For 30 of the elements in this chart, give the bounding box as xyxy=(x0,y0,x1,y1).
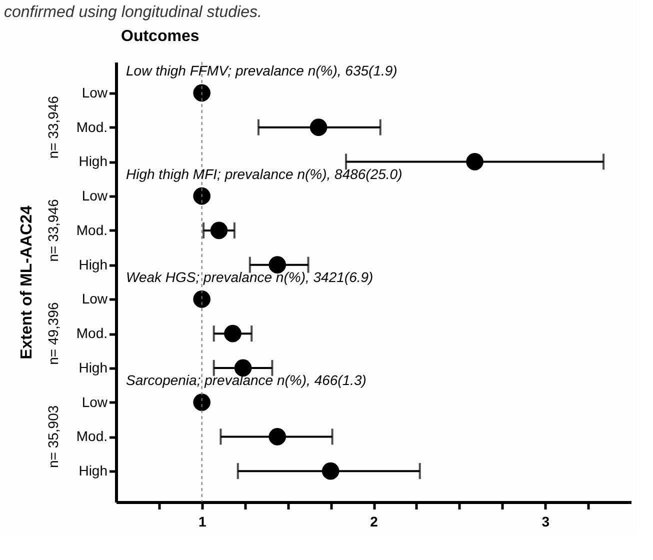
y-tick-label: Low xyxy=(82,188,108,204)
y-axis-title: Extent of ML-AAC24 xyxy=(18,206,36,360)
y-tick-label: Mod. xyxy=(76,428,108,444)
y-tick-label: High xyxy=(78,359,108,376)
y-tick-label: Mod. xyxy=(76,325,108,342)
y-tick-label: Low xyxy=(82,84,108,100)
text: n= 49,396 xyxy=(45,302,61,365)
y-tick-label: Mod. xyxy=(76,118,108,135)
y-tick-label: High xyxy=(78,153,108,170)
annotation: Low thigh FFMV; prevalance n(%), 635(1.9) xyxy=(126,62,398,79)
x-tick-label: 1 xyxy=(198,514,206,530)
text: n= 33,946 xyxy=(45,96,61,159)
point xyxy=(193,187,210,205)
text: n= 35,903 xyxy=(45,405,61,468)
chart-title: Outcomes xyxy=(121,28,200,45)
text: confirmed using longitudinal studies. xyxy=(4,4,262,21)
annotation: Weak HGS; prevalance n(%), 3421(6.9) xyxy=(126,268,374,285)
point xyxy=(193,290,210,308)
text: n= 33,946 xyxy=(45,198,61,262)
point xyxy=(193,84,210,102)
y-tick-label: Low xyxy=(82,394,108,410)
y-tick-label: Low xyxy=(82,290,108,307)
annotation: High thigh MFI; prevalance n(%), 8486(25.0) xyxy=(126,166,402,182)
y-tick-label: High xyxy=(78,256,108,272)
x-tick-label: 3 xyxy=(542,514,550,530)
x-tick-label: 2 xyxy=(370,514,378,530)
point xyxy=(193,394,210,411)
annotation: Sarcopenia; prevalance n(%), 466(1.3) xyxy=(126,372,366,388)
y-tick-label: Mod. xyxy=(76,222,108,238)
y-tick-label: High xyxy=(78,462,108,479)
